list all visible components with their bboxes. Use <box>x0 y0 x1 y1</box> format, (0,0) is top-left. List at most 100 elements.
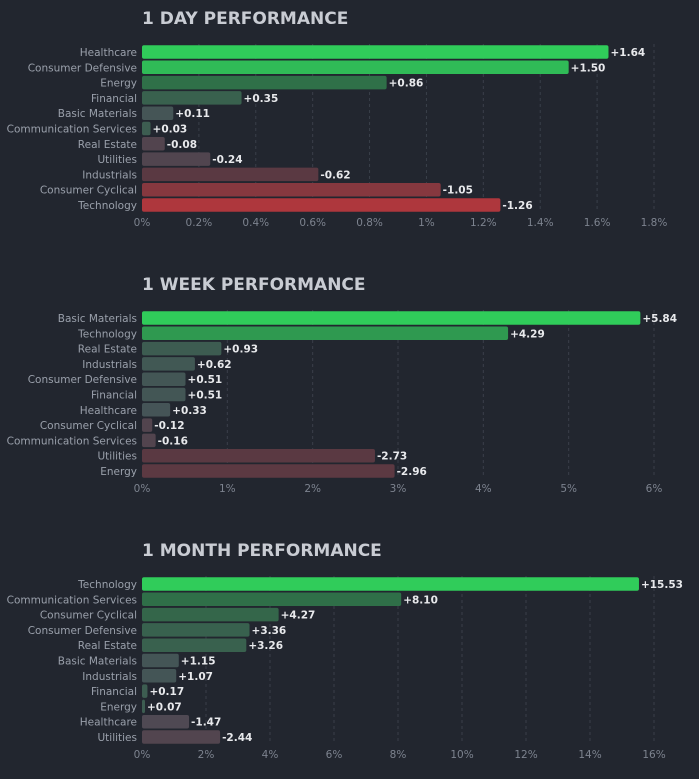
chart-title: 1 MONTH PERFORMANCE <box>142 541 382 561</box>
chart-title: 1 WEEK PERFORMANCE <box>142 275 366 295</box>
chart-2: 1 WEEK PERFORMANCE Basic Materials +5.84 Te… <box>7 275 677 495</box>
category-label: Industrials <box>82 671 137 683</box>
value-label: +0.35 <box>244 93 279 105</box>
tick-label: 1.4% <box>527 217 554 229</box>
value-label: +1.07 <box>178 671 213 683</box>
bar <box>142 669 177 683</box>
tick-label: 1.6% <box>584 217 611 229</box>
bar <box>142 387 186 402</box>
bar <box>142 372 186 386</box>
value-label: -0.12 <box>154 420 184 432</box>
tick-label: 2% <box>304 483 321 495</box>
value-label: +5.84 <box>642 313 677 325</box>
category-label: Financial <box>91 686 137 698</box>
category-label: Real Estate <box>78 640 137 652</box>
value-label: +4.29 <box>510 328 545 340</box>
category-label: Utilities <box>97 732 137 744</box>
category-label: Real Estate <box>78 344 137 356</box>
value-label: +0.17 <box>149 686 184 698</box>
tick-label: 0.4% <box>242 217 269 229</box>
category-label: Technology <box>77 200 137 212</box>
bar <box>142 311 641 325</box>
tick-label: 12% <box>514 749 537 761</box>
bar <box>142 152 211 166</box>
category-label: Basic Materials <box>58 108 137 120</box>
bar <box>142 592 402 607</box>
category-label: Communication Services <box>7 594 137 606</box>
value-label: +0.93 <box>223 344 258 356</box>
category-label: Healthcare <box>80 47 137 59</box>
tick-label: 6% <box>646 483 663 495</box>
category-label: Utilities <box>97 451 137 463</box>
category-label: Consumer Defensive <box>28 62 137 74</box>
bar <box>142 45 609 59</box>
value-label: -0.08 <box>167 139 197 151</box>
value-label: +0.51 <box>188 390 223 402</box>
bar <box>142 137 165 151</box>
chart-1: 1 DAY PERFORMANCE Healthcare +1.64 Consumer… <box>7 9 668 229</box>
bar <box>142 341 222 356</box>
tick-label: 1% <box>219 483 236 495</box>
tick-label: 1.8% <box>641 217 668 229</box>
bar <box>142 326 509 341</box>
value-label: +0.33 <box>172 405 207 417</box>
bar <box>142 623 250 637</box>
value-label: +0.11 <box>175 108 210 120</box>
bar <box>142 91 242 105</box>
tick-label: 5% <box>560 483 577 495</box>
bar <box>142 714 190 729</box>
category-label: Technology <box>77 579 137 591</box>
tick-label: 3% <box>390 483 407 495</box>
tick-label: 4% <box>475 483 492 495</box>
category-label: Financial <box>91 93 137 105</box>
value-label: +1.50 <box>571 62 606 74</box>
bar <box>142 167 319 182</box>
bar <box>142 121 151 136</box>
category-label: Energy <box>100 701 137 713</box>
bar <box>142 464 395 478</box>
category-label: Consumer Cyclical <box>40 610 137 622</box>
bar <box>142 638 247 652</box>
chart-3: 1 MONTH PERFORMANCE Technology +15.53 Commu… <box>7 541 683 761</box>
category-label: Communication Services <box>7 435 137 447</box>
category-label: Industrials <box>82 359 137 371</box>
tick-label: 8% <box>390 749 407 761</box>
bar <box>142 699 145 714</box>
value-label: +1.15 <box>181 656 216 668</box>
bar <box>142 653 179 668</box>
bar <box>142 448 375 463</box>
value-label: +0.86 <box>389 78 424 90</box>
category-label: Consumer Defensive <box>28 374 137 386</box>
tick-label: 2% <box>198 749 215 761</box>
tick-label: 0.8% <box>356 217 383 229</box>
bar <box>142 403 171 417</box>
tick-label: 0.2% <box>186 217 213 229</box>
tick-label: 10% <box>450 749 473 761</box>
bar <box>142 60 569 75</box>
category-label: Healthcare <box>80 717 137 729</box>
value-label: -0.16 <box>158 435 188 447</box>
value-label: -2.44 <box>222 732 252 744</box>
bar <box>142 182 441 197</box>
value-label: +0.62 <box>197 359 232 371</box>
tick-label: 0% <box>134 749 151 761</box>
category-label: Consumer Cyclical <box>40 185 137 197</box>
value-label: -0.62 <box>320 169 350 181</box>
value-label: -0.24 <box>212 154 242 166</box>
bar <box>142 607 279 622</box>
value-label: +4.27 <box>281 610 316 622</box>
value-label: -2.73 <box>377 451 407 463</box>
value-label: -1.26 <box>502 200 532 212</box>
tick-label: 0.6% <box>299 217 326 229</box>
tick-label: 16% <box>642 749 665 761</box>
chart-title: 1 DAY PERFORMANCE <box>142 9 348 29</box>
value-label: +3.36 <box>252 625 287 637</box>
bar <box>142 577 639 591</box>
category-label: Communication Services <box>7 124 137 136</box>
category-label: Utilities <box>97 154 137 166</box>
bar <box>142 75 387 90</box>
category-label: Financial <box>91 390 137 402</box>
category-label: Industrials <box>82 169 137 181</box>
